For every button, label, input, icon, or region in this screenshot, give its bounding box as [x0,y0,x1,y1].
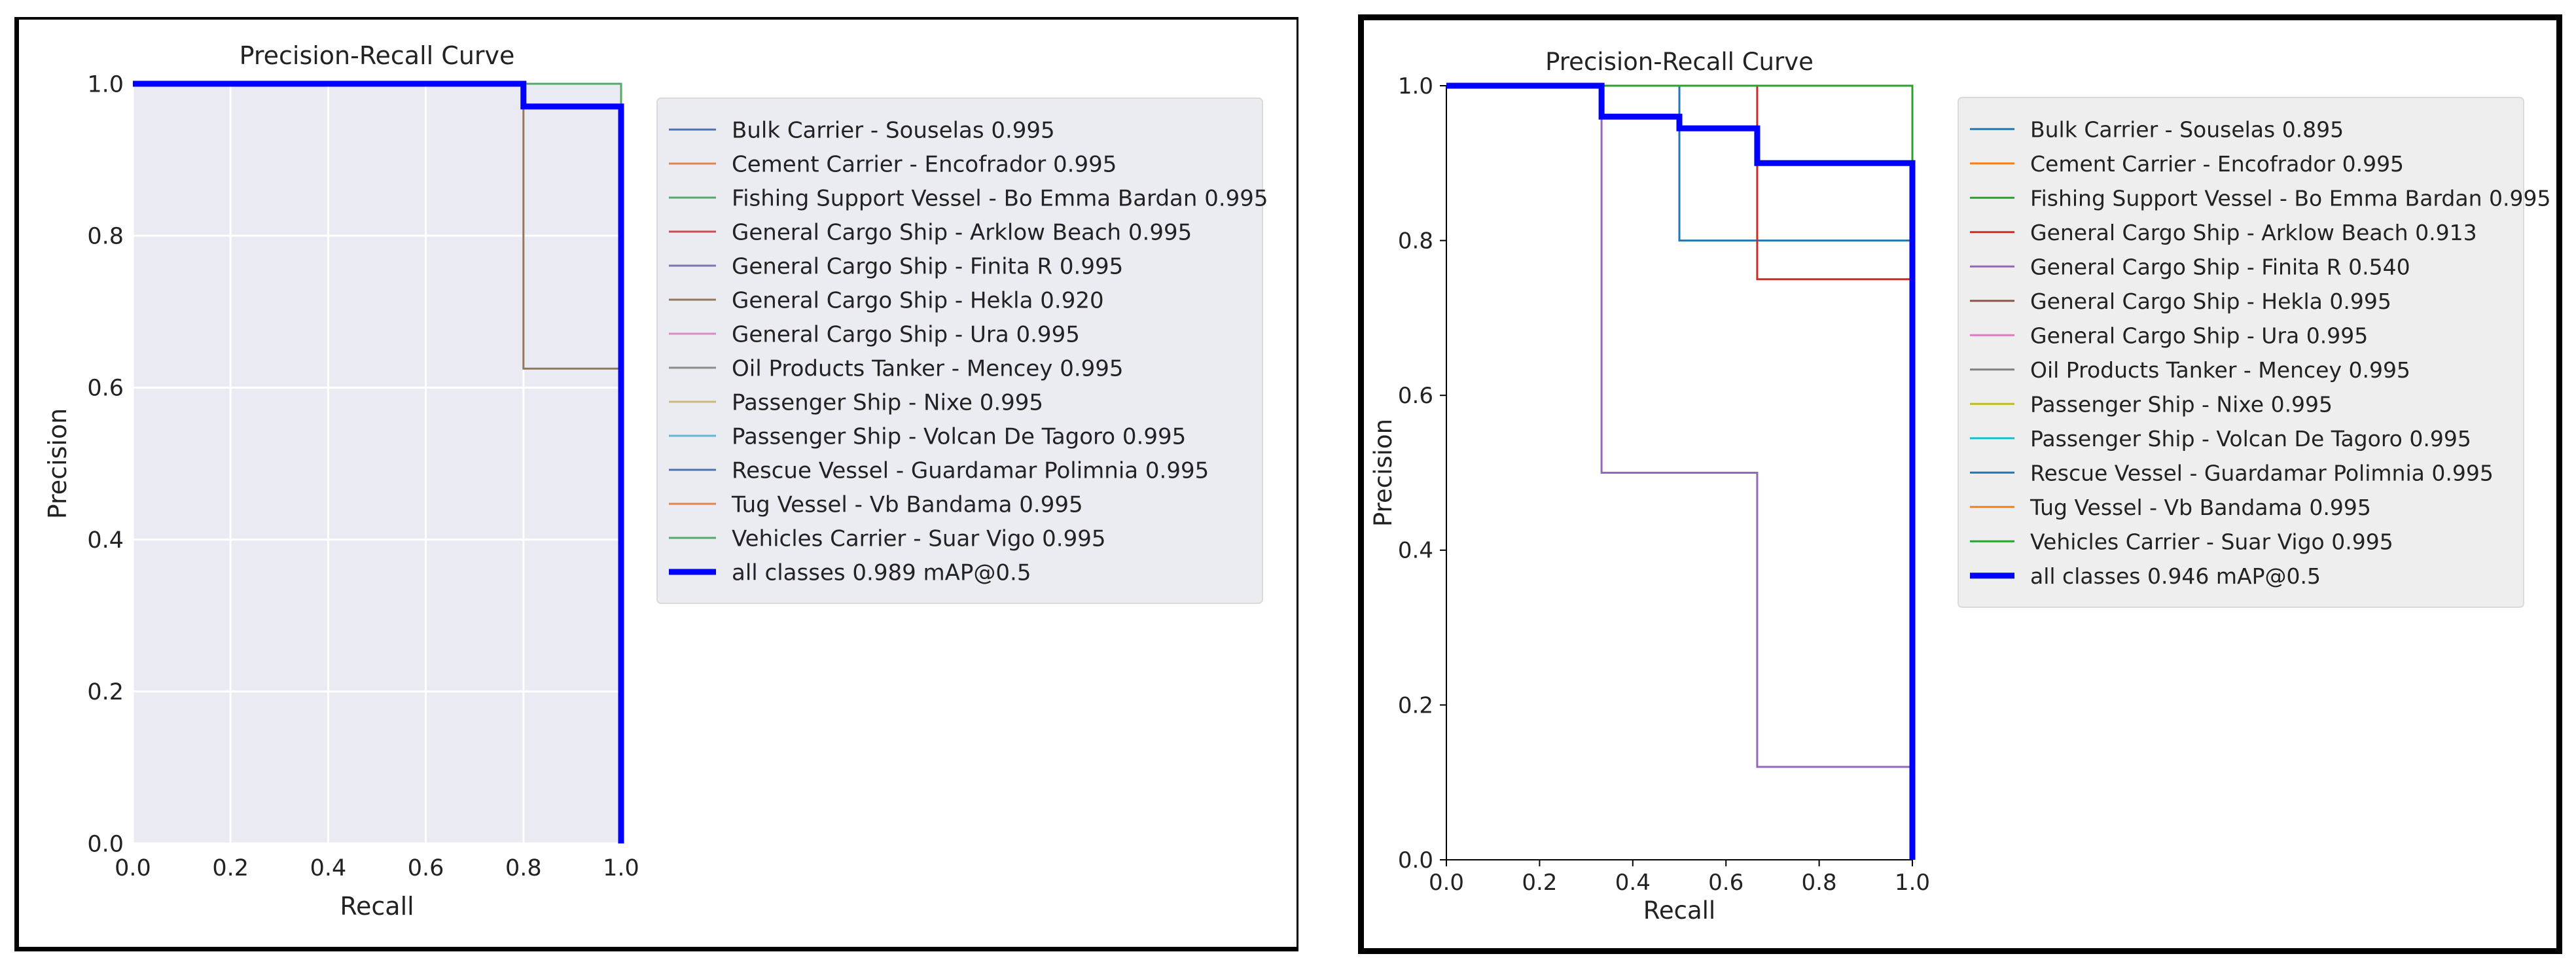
x-tick-label: 0.6 [408,855,444,881]
legend-label: Bulk Carrier - Souselas 0.995 [732,118,1055,144]
legend-label: General Cargo Ship - Finita R 0.540 [2030,254,2410,279]
legend-label: Oil Products Tanker - Mencey 0.995 [732,356,1124,382]
x-tick-label: 0.0 [115,855,151,881]
legend-label: Passenger Ship - Volcan De Tagoro 0.995 [732,424,1186,450]
left-chart-panel: 0.0 0.2 0.4 0.6 0.8 1.0 0.0 0.2 0.4 0.6 0.8 1.0 Prec… [14,17,1298,951]
legend-label: Rescue Vessel - Guardamar Polimnia 0.995 [2030,460,2494,486]
legend-box [1958,97,2524,608]
legend-label: Passenger Ship - Volcan De Tagoro 0.995 [2030,426,2471,451]
legend-label: General Cargo Ship - Ura 0.995 [2030,323,2368,348]
y-tick-label: 1.0 [1398,73,1433,99]
x-tick-label: 1.0 [603,855,639,881]
chart-title: Precision-Recall Curve [240,41,515,70]
y-tick-label: 0.0 [1398,847,1433,874]
x-tick-label: 0.0 [1429,870,1464,896]
x-tick-label: 0.8 [505,855,542,881]
pr-curve-chart-left: 0.0 0.2 0.4 0.6 0.8 1.0 0.0 0.2 0.4 0.6 0.8 1.0 Prec… [43,41,1268,921]
y-tick-label: 0.6 [87,376,124,402]
legend-label: Vehicles Carrier - Suar Vigo 0.995 [732,526,1106,552]
legend-label: General Cargo Ship - Arklow Beach 0.913 [2030,220,2477,245]
legend-label: Bulk Carrier - Souselas 0.895 [2030,116,2344,142]
legend-box [656,97,1263,604]
right-chart-panel: 0.0 0.2 0.4 0.6 0.8 1.0 0.0 0.2 0.4 0.6 0.8 1.0 Prec… [1358,14,2562,954]
y-tick-label: 0.4 [87,527,124,554]
legend-label: Cement Carrier - Encofrador 0.995 [732,152,1117,178]
chart-title: Precision-Recall Curve [1545,48,1814,76]
legend-label: General Cargo Ship - Finita R 0.995 [732,254,1123,280]
x-tick-label: 0.2 [212,855,249,881]
y-tick-label: 0.6 [1398,383,1433,409]
pr-curve-chart-right: 0.0 0.2 0.4 0.6 0.8 1.0 0.0 0.2 0.4 0.6 0.8 1.0 Prec… [1369,48,2550,925]
legend-label: General Cargo Ship - Arklow Beach 0.995 [732,220,1192,246]
y-tick-label: 1.0 [87,71,124,97]
x-axis-label: Recall [340,892,414,921]
legend-label: Passenger Ship - Nixe 0.995 [2030,391,2333,417]
x-tick-label: 0.6 [1708,870,1744,896]
y-tick-label: 0.8 [1398,228,1433,255]
x-tick-label: 0.4 [1615,870,1651,896]
y-tick-label: 0.2 [1398,692,1433,718]
legend-label: Vehicles Carrier - Suar Vigo 0.995 [2030,529,2393,554]
legend-label: General Cargo Ship - Hekla 0.920 [732,288,1104,314]
legend-label: Oil Products Tanker - Mencey 0.995 [2030,357,2410,383]
legend-label: Tug Vessel - Vb Bandama 0.995 [731,492,1083,518]
y-tick-label: 0.8 [87,223,124,249]
legend-label: Tug Vessel - Vb Bandama 0.995 [2030,495,2371,520]
legend-label: General Cargo Ship - Hekla 0.995 [2030,289,2391,314]
y-tick-label: 0.0 [87,831,124,857]
x-tick-label: 0.2 [1522,870,1557,896]
legend-label: all classes 0.946 mAP@0.5 [2030,563,2321,589]
plot-area [133,84,621,843]
y-tick-label: 0.2 [87,679,124,705]
x-tick-label: 0.8 [1802,870,1837,896]
series-line-13 [1446,82,1916,860]
legend-label: Passenger Ship - Nixe 0.995 [732,390,1043,416]
y-axis-label: Precision [43,408,72,520]
y-axis-label: Precision [1369,419,1397,527]
legend-label: Cement Carrier - Encofrador 0.995 [2030,151,2404,177]
legend-label: Rescue Vessel - Guardamar Polimnia 0.995 [732,458,1209,484]
legend-label: Fishing Support Vessel - Bo Emma Bardan … [2030,185,2550,211]
series-line-13 [133,80,624,843]
legend-label: all classes 0.989 mAP@0.5 [732,560,1031,586]
x-axis-label: Recall [1643,896,1715,925]
x-tick-label: 0.4 [310,855,347,881]
legend-label: Fishing Support Vessel - Bo Emma Bardan … [732,186,1268,212]
x-tick-label: 1.0 [1895,870,1930,896]
y-tick-label: 0.4 [1398,538,1433,564]
legend-label: General Cargo Ship - Ura 0.995 [732,322,1080,348]
